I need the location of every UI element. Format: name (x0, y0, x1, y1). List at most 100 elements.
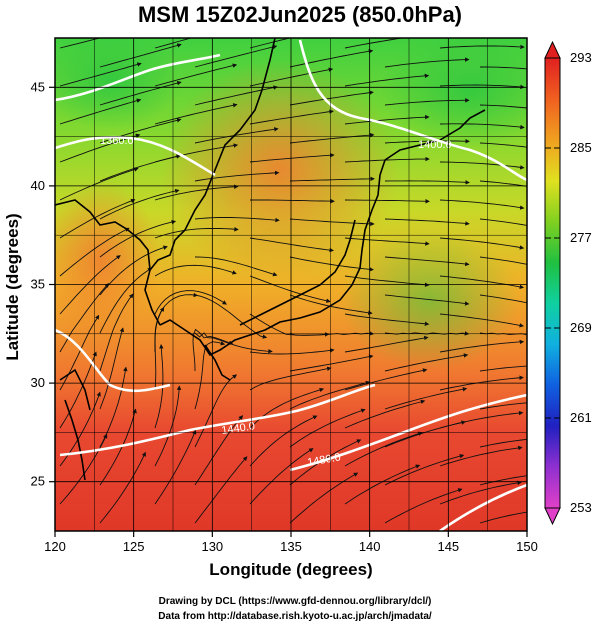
contour-1400-line (298, 39, 527, 182)
colorbar-tick-label: 277 (570, 230, 592, 245)
streamline (384, 57, 470, 68)
colorbar-tick-label: 269 (570, 320, 592, 335)
streamline (289, 354, 374, 372)
credit-drawing: Drawing by DCL (https://www.gfd-dennou.o… (159, 596, 432, 607)
streamline (479, 511, 527, 524)
streamline (344, 38, 406, 49)
japan-north-coast (239, 219, 356, 326)
korea-primorye-coast (149, 38, 276, 271)
contour-1360-line (55, 53, 221, 102)
x-tick-label: 145 (437, 539, 459, 554)
streamline (439, 445, 523, 467)
streamline (192, 328, 234, 372)
streamline (480, 66, 527, 70)
streamline (249, 237, 334, 253)
streamline (59, 38, 102, 49)
streamline (344, 368, 428, 391)
streamline (384, 353, 469, 372)
streamline (249, 415, 318, 467)
streamline (479, 142, 527, 148)
y-tick-label: 45 (31, 79, 45, 94)
streamline (344, 73, 430, 87)
streamline (344, 199, 430, 204)
streamline (384, 138, 470, 144)
streamline (479, 256, 527, 265)
streamline (344, 399, 426, 429)
contour-labels: 1360.0 1400.0 1440.0 1480.0 (100, 135, 452, 469)
streamline (289, 408, 366, 448)
streamline (154, 63, 238, 87)
streamline (384, 387, 468, 410)
streamline (154, 290, 227, 315)
x-tick-label: 130 (201, 539, 223, 554)
streamline (249, 109, 334, 125)
streamline (384, 180, 470, 185)
streamline (59, 198, 136, 239)
streamline (249, 275, 331, 303)
streamline (250, 198, 335, 204)
colorbar-tick-label: 253 (570, 500, 592, 515)
streamline (479, 402, 527, 410)
streamline (154, 103, 238, 125)
streamline (99, 408, 137, 486)
streamline (479, 104, 527, 109)
streamline (99, 188, 180, 220)
streamline (479, 294, 527, 304)
streamline (194, 294, 268, 339)
streamline (439, 339, 525, 353)
streamline (384, 453, 465, 486)
streamline (344, 464, 421, 505)
streamline (439, 161, 525, 170)
streamline (344, 114, 430, 125)
streamline (194, 456, 248, 524)
streamline (194, 44, 278, 68)
colorbar: 253 261 269 277 285 293 (544, 40, 592, 526)
contour-label-1400: 1400.0 (418, 139, 452, 151)
streamline (439, 375, 524, 391)
streamline (249, 366, 332, 391)
contour-1480-line (289, 393, 527, 472)
streamline (344, 335, 429, 353)
streamline (249, 448, 314, 505)
streamline (384, 294, 470, 306)
streamline (249, 38, 292, 49)
streamline (99, 451, 146, 524)
streamline (479, 218, 527, 226)
streamline (289, 49, 374, 68)
x-tick-label: 120 (44, 539, 66, 554)
y-tick-label: 35 (31, 277, 45, 292)
colorbar-scale (544, 57, 561, 509)
streamline (99, 80, 182, 106)
cool-region-northeast (380, 38, 527, 150)
x-tick-label: 140 (359, 539, 381, 554)
streamline (59, 351, 97, 429)
streamline (439, 123, 525, 130)
colorbar-tick-label: 261 (570, 410, 592, 425)
streamline (59, 167, 139, 201)
streamline (439, 44, 525, 50)
x-tick-label: 135 (280, 539, 302, 554)
streamline (99, 154, 181, 182)
streamline (99, 327, 125, 410)
map-title: MSM 15Z02Jun2025 (850.0hPa) (138, 2, 462, 27)
colorbar-ticks: 253 261 269 277 285 293 (545, 50, 592, 515)
china-east-coast (59, 368, 91, 411)
streamline (194, 170, 280, 182)
credit-data: Data from http://database.rish.kyoto-u.a… (158, 611, 432, 622)
streamline (154, 264, 237, 277)
streamline (99, 219, 177, 258)
y-tick-label: 30 (31, 375, 45, 390)
streamline (344, 237, 430, 246)
streamline (194, 217, 280, 223)
streamline (479, 365, 527, 372)
y-axis-label: Latitude (degrees) (3, 213, 22, 360)
streamline (384, 98, 470, 106)
streamline (194, 256, 278, 277)
streamline (439, 275, 525, 290)
streamline (289, 90, 374, 106)
kyushu-coast (204, 344, 231, 381)
streamline (99, 43, 182, 68)
streamline (154, 385, 182, 467)
contour-label-1480: 1480.0 (306, 451, 341, 469)
streamline (154, 226, 239, 239)
